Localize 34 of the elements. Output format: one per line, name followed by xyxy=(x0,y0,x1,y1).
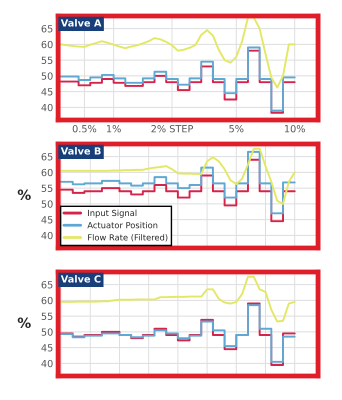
line-series xyxy=(60,16,296,89)
x-tick-label: 5% xyxy=(229,125,244,132)
chart-title: Valve C xyxy=(60,275,100,283)
y-tick-label: 40 xyxy=(41,232,53,240)
x-tick-label: 0.5% xyxy=(72,125,96,132)
line-series xyxy=(60,276,296,322)
y-tick-label: 45 xyxy=(41,88,52,96)
y-tick-label: 50 xyxy=(42,200,53,208)
y-tick-label: 65 xyxy=(42,25,52,32)
chart-title: Valve A xyxy=(60,19,102,27)
x-tick-label: 2% STEP xyxy=(151,125,194,132)
y-tick-label: 55 xyxy=(42,56,52,64)
y-tick-label: 60 xyxy=(42,296,53,304)
y-tick-label: 50 xyxy=(42,328,53,336)
y-axis-title: % xyxy=(18,318,31,328)
y-tick-label: 55 xyxy=(42,184,52,192)
y-tick-label: 65 xyxy=(42,153,52,160)
y-tick-label: 60 xyxy=(42,168,53,176)
legend-label: Actuator Position xyxy=(87,222,158,228)
y-axis-title: % xyxy=(18,190,31,200)
legend-label: Input Signal xyxy=(88,210,136,218)
legend-label: Flow Rate (Filtered) xyxy=(88,234,168,242)
y-tick-label: 40 xyxy=(41,360,53,368)
y-tick-label: 40 xyxy=(41,104,53,112)
y-tick-label: 45 xyxy=(41,216,52,224)
line-series xyxy=(60,148,296,205)
y-tick-label: 50 xyxy=(42,72,53,80)
x-tick-label: 10% xyxy=(284,125,305,132)
y-tick-label: 65 xyxy=(42,281,52,288)
y-tick-label: 60 xyxy=(42,40,53,48)
y-tick-label: 45 xyxy=(41,344,52,352)
y-tick-label: 55 xyxy=(42,312,52,320)
chart-title: Valve B xyxy=(60,147,101,155)
x-tick-label: 1% xyxy=(106,125,121,132)
